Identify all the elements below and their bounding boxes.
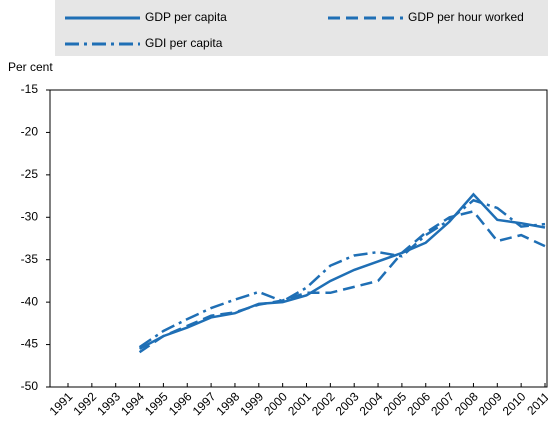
x-tick-label: 2002 xyxy=(309,389,338,418)
x-tick-label: 1994 xyxy=(118,389,147,418)
x-tick-label: 2009 xyxy=(476,389,505,418)
y-tick-label: -15 xyxy=(21,82,39,96)
y-tick-label: -30 xyxy=(21,209,39,223)
legend-label: GDP per hour worked xyxy=(408,10,524,24)
y-tick-label: -35 xyxy=(21,252,39,266)
x-tick-label: 2005 xyxy=(380,389,409,418)
legend-label: GDP per capita xyxy=(145,10,227,24)
plot-frame xyxy=(49,89,548,388)
y-tick-label: -25 xyxy=(21,167,39,181)
y-tick-label: -50 xyxy=(21,379,39,393)
legend-background xyxy=(55,0,548,56)
legend-label: GDI per capita xyxy=(145,36,223,50)
y-tick-label: -20 xyxy=(21,125,39,139)
x-tick-label: 2011 xyxy=(524,389,548,417)
x-tick-label: 1992 xyxy=(70,389,99,418)
x-tick-label: 1998 xyxy=(214,389,243,418)
y-axis-label: Per cent xyxy=(8,60,53,74)
series-line xyxy=(138,209,546,354)
x-tick-label: 2003 xyxy=(333,389,362,418)
x-tick-label: 2004 xyxy=(357,389,386,418)
y-tick-label: -45 xyxy=(21,337,39,351)
x-tick-label: 1993 xyxy=(94,389,123,418)
x-tick-label: 1996 xyxy=(166,389,195,418)
x-tick-label: 1997 xyxy=(190,389,219,418)
x-tick-label: 2006 xyxy=(404,389,433,418)
x-tick-label: 2007 xyxy=(428,389,457,418)
x-tick-label: 2010 xyxy=(500,389,529,418)
x-tick-label: 2000 xyxy=(261,389,290,418)
series-line xyxy=(138,198,546,349)
x-tick-label: 2001 xyxy=(285,389,314,418)
x-tick-label: 1995 xyxy=(142,389,171,418)
x-tick-label: 2008 xyxy=(452,389,481,418)
y-tick-label: -40 xyxy=(21,294,39,308)
series-line xyxy=(138,192,546,350)
x-tick-label: 1999 xyxy=(237,389,266,418)
x-tick-label: 1991 xyxy=(47,389,76,418)
